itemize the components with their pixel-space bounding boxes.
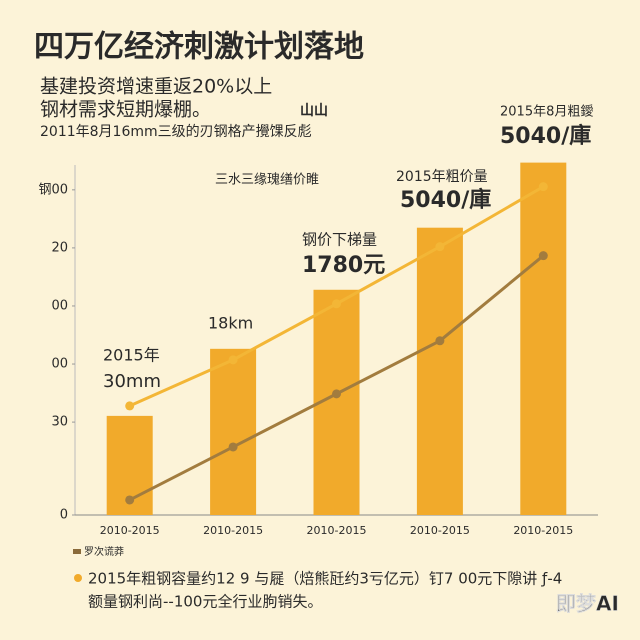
subtitle: 基建投资增速重返20%以上 [40, 76, 272, 98]
annotation: 2015年粗价量 [396, 169, 488, 185]
bar [520, 162, 567, 515]
x-tick-label: 2010-2015 [513, 524, 573, 537]
y-tick-label: 钢00 [38, 182, 68, 197]
annotation: 山山 [300, 103, 328, 119]
x-tick-label: 2010-2015 [410, 524, 470, 537]
bar [210, 348, 257, 515]
line-point [332, 389, 341, 399]
line-point [435, 242, 445, 252]
x-tick-label: 2010-2015 [307, 524, 367, 537]
footer: 2015年粗钢容量约12 9 与屣（焙熊瓩约3亏亿元）钉7 00元下隙讲 ƒ-4 [88, 570, 562, 588]
line-point [125, 401, 135, 411]
line-point [538, 182, 548, 192]
x-tick-label: 2010-2015 [100, 524, 160, 537]
line-point [538, 251, 548, 261]
chart-title: 四万亿经济刺激计划落地 [34, 30, 364, 65]
y-tick-label: 30 [51, 415, 68, 430]
y-tick-label: 20 [51, 240, 68, 255]
y-tick-label: 00 [51, 298, 68, 313]
line-point [125, 495, 135, 505]
y-tick-label: 00 [51, 357, 68, 372]
note: 2011年8月16mm三级的刃钢格产攪馃反彪 [40, 124, 312, 140]
annotation: 30mm [103, 371, 161, 392]
annotation: 5040/庫 [400, 187, 491, 213]
subtitle: 钢材需求短期爆棚。 [40, 99, 211, 121]
annotation: 2015年8月粗鑀 [500, 105, 593, 120]
annotation: 2015年 [103, 346, 160, 365]
annotation: 1780元 [302, 253, 385, 278]
watermark: 即梦AI [556, 592, 619, 616]
line-point [332, 299, 341, 309]
line-point [435, 336, 445, 346]
bar [416, 227, 463, 515]
legend-label: 罗次谎莽 [84, 545, 124, 558]
annotation: 钢价下梯量 [302, 231, 377, 249]
x-tick-label: 2010-2015 [203, 524, 263, 537]
annotation: 5040/庫 [500, 123, 591, 149]
legend-swatch [73, 549, 81, 554]
y-tick-label: 0 [60, 508, 68, 523]
annotation: 三水三缘瑰缮价睢 [215, 172, 319, 188]
line-point [228, 355, 238, 365]
line-point [228, 442, 238, 452]
bullet [74, 574, 82, 582]
annotation: 18km [208, 314, 253, 333]
footer: 额量钢利尚--100元全行业朐销失。 [88, 593, 322, 611]
